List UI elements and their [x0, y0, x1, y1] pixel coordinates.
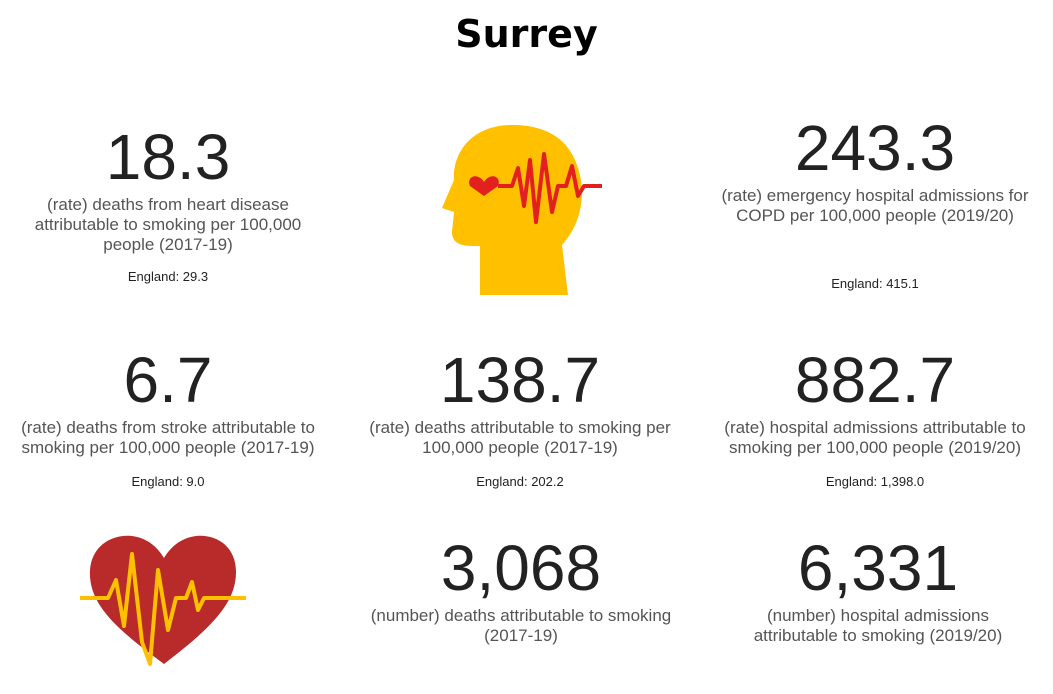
head-icon	[442, 125, 602, 295]
england-value: England: 1,398.0	[825, 474, 925, 489]
england-value: England: 29.3	[127, 269, 209, 284]
tile-value: 6.7	[123, 344, 213, 416]
tile-description: (rate) emergency hospital admissions for…	[721, 186, 1029, 225]
tile-description: (number) deaths attributable to smoking …	[370, 606, 672, 645]
page-title: Surrey	[455, 12, 598, 56]
tile: 882.7 (rate) hospital admissions attribu…	[705, 348, 1045, 490]
tile: 6,331 (number) hospital admissions attri…	[733, 536, 1023, 646]
heart-icon	[80, 535, 246, 666]
tile-value: 18.3	[105, 121, 231, 193]
tile: 243.3 (rate) emergency hospital admissio…	[705, 116, 1045, 292]
tile: 138.7 (rate) deaths attributable to smok…	[365, 348, 675, 490]
tile-description: (number) hospital admissions attributabl…	[753, 606, 1003, 645]
tile-value: 882.7	[794, 344, 956, 416]
england-value: England: 415.1	[831, 276, 919, 291]
tile-description: (rate) deaths from stroke attributable t…	[21, 418, 315, 457]
tile-value: 138.7	[439, 344, 601, 416]
tile-description: (rate) deaths attributable to smoking pe…	[369, 418, 671, 457]
tile-value: 6,331	[797, 532, 959, 604]
tile: 18.3 (rate) deaths from heart disease at…	[18, 125, 318, 285]
england-value: England: 9.0	[131, 474, 205, 489]
tile-description: (rate) hospital admissions attributable …	[724, 418, 1026, 457]
england-value: England: 202.2	[476, 474, 564, 489]
tile-description: (rate) deaths from heart disease attribu…	[34, 195, 302, 254]
tile-value: 3,068	[440, 532, 602, 604]
tile-value: 243.3	[794, 112, 956, 184]
tile: 6.7 (rate) deaths from stroke attributab…	[0, 348, 341, 490]
tile: 3,068 (number) deaths attributable to sm…	[351, 536, 691, 646]
